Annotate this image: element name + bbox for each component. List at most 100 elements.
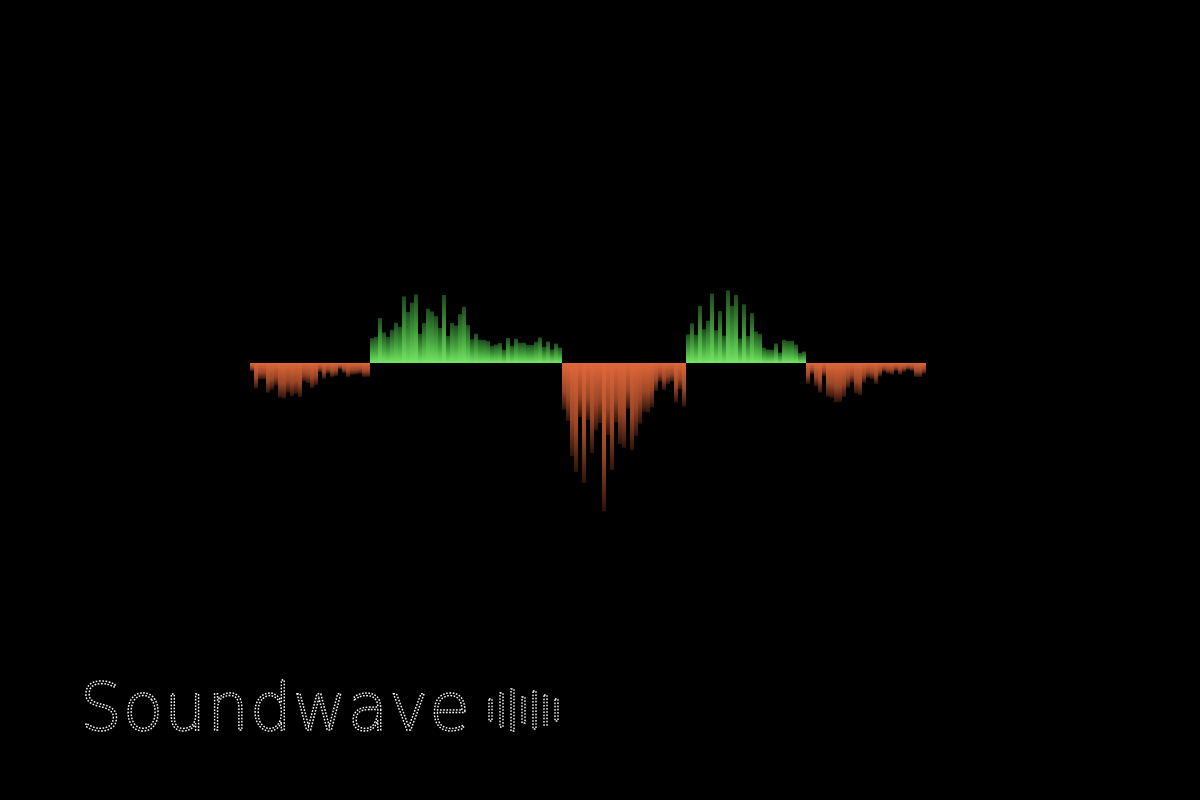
wave-bar-up — [738, 338, 742, 363]
wave-bar-up — [538, 337, 542, 363]
wave-bar-down — [342, 363, 346, 374]
wave-bar-up — [390, 329, 394, 363]
wave-bar-up — [506, 338, 510, 363]
wave-bar-up — [466, 324, 470, 363]
wave-bar-down — [598, 363, 602, 424]
wave-bar-down — [818, 363, 822, 393]
wave-bar-up — [686, 334, 690, 363]
wave-bar-down — [270, 363, 274, 390]
wave-bar-up — [558, 347, 562, 363]
wave-bar-up — [542, 346, 546, 363]
wave-bar-up — [418, 333, 422, 363]
wave-bar-down — [838, 363, 842, 402]
wave-bar-down — [834, 363, 838, 403]
wave-bar-up — [802, 351, 806, 363]
wave-bar-down — [254, 363, 258, 389]
wave-bar-down — [678, 363, 682, 390]
wave-bar-up — [478, 339, 482, 363]
wave-bar-up — [386, 337, 390, 363]
wave-bar-up — [718, 311, 722, 363]
wave-bar-up — [750, 313, 754, 363]
wave-bar-down — [606, 363, 610, 435]
wave-bar-down — [638, 363, 642, 424]
wave-bar-down — [854, 363, 858, 394]
wave-bar-down — [262, 363, 266, 380]
wave-bar-down — [610, 363, 614, 470]
wave-bar-up — [790, 340, 794, 363]
wave-bar-down — [886, 363, 890, 374]
wave-bar-down — [874, 363, 878, 384]
wave-bar-down — [654, 363, 658, 391]
wave-bar-down — [890, 363, 894, 375]
wave-bar-up — [494, 344, 498, 363]
wave-bar-down — [674, 363, 678, 403]
wave-bar-down — [650, 363, 654, 408]
wave-bar-up — [690, 323, 694, 363]
wave-bar-down — [622, 363, 626, 448]
wave-bar-up — [530, 344, 534, 363]
wave-bar-down — [578, 363, 582, 417]
wave-bar-up — [382, 332, 386, 363]
wave-bar-down — [310, 363, 314, 388]
wave-bar-down — [902, 363, 906, 372]
wave-bar-down — [590, 363, 594, 454]
wave-bar-down — [822, 363, 826, 376]
wave-bar-down — [326, 363, 330, 374]
wave-bar-down — [614, 363, 618, 423]
wave-bar-up — [450, 323, 454, 363]
wave-bar-down — [282, 363, 286, 399]
wave-bar-up — [734, 294, 738, 363]
wave-bar-down — [258, 363, 262, 380]
wave-bar-up — [438, 327, 442, 363]
wave-bar-down — [306, 363, 310, 384]
wave-bar-down — [594, 363, 598, 431]
wave-bar-down — [586, 363, 590, 420]
wave-bar-up — [778, 352, 782, 363]
wave-bar-down — [286, 363, 290, 393]
wave-bar-down — [362, 363, 366, 377]
wave-bar-down — [562, 363, 566, 410]
wave-bar-down — [250, 363, 254, 372]
wave-bar-down — [266, 363, 270, 393]
wave-bar-up — [510, 345, 514, 363]
wave-bar-up — [430, 311, 434, 363]
wave-bar-up — [550, 349, 554, 363]
wave-bar-down — [810, 363, 814, 375]
wave-bar-down — [826, 363, 830, 397]
wave-bar-up — [410, 302, 414, 363]
wave-bar-down — [566, 363, 570, 421]
wave-bar-up — [394, 322, 398, 363]
wave-bar-down — [302, 363, 306, 382]
wave-bar-down — [634, 363, 638, 436]
wave-bar-down — [682, 363, 686, 407]
wave-bar-up — [498, 343, 502, 363]
wave-bar-down — [898, 363, 902, 375]
wave-bar-down — [878, 363, 882, 377]
wave-bar-down — [658, 363, 662, 382]
wave-bar-down — [318, 363, 322, 373]
wave-bar-down — [666, 363, 670, 384]
wave-bar-up — [774, 343, 778, 363]
wave-bar-up — [470, 339, 474, 363]
wave-bar-up — [746, 336, 750, 363]
wave-bar-up — [770, 349, 774, 363]
wave-bar-down — [570, 363, 574, 457]
wave-bar-up — [422, 322, 426, 363]
wave-bar-down — [626, 363, 630, 409]
wave-bar-up — [758, 333, 762, 363]
wave-bar-down — [314, 363, 318, 385]
wave-bar-down — [278, 363, 282, 398]
wave-bar-down — [334, 363, 338, 376]
wave-bar-down — [290, 363, 294, 396]
wave-bar-up — [398, 326, 402, 363]
wave-bar-up — [522, 342, 526, 363]
wave-bar-up — [710, 293, 714, 363]
wave-bar-down — [914, 363, 918, 377]
wave-bar-down — [294, 363, 298, 394]
wave-bar-up — [706, 320, 710, 363]
wave-bar-down — [910, 363, 914, 371]
wave-bar-down — [582, 363, 586, 483]
wave-bar-up — [694, 334, 698, 363]
wave-bar-down — [806, 363, 810, 384]
